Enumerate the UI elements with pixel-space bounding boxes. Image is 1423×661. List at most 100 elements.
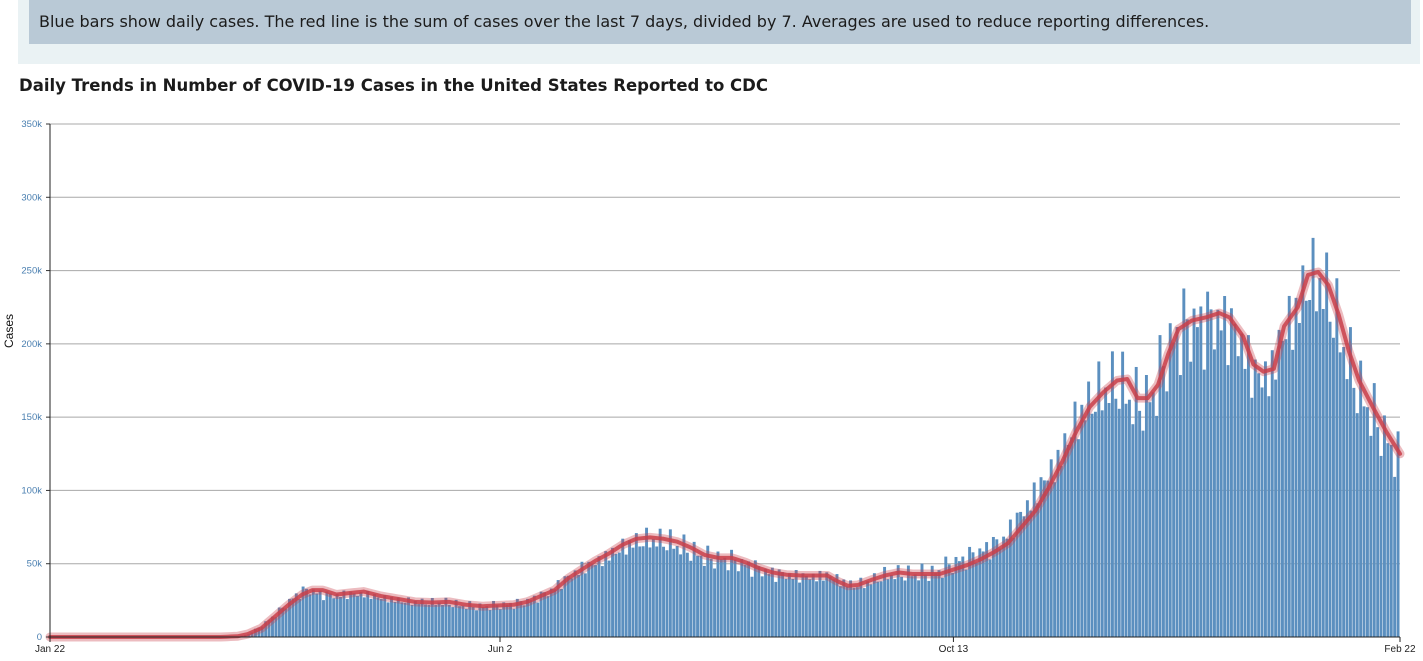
daily-case-bar bbox=[1093, 411, 1097, 637]
daily-case-bar bbox=[692, 541, 696, 637]
chart-title: Daily Trends in Number of COVID-19 Cases… bbox=[19, 76, 768, 95]
daily-case-bar bbox=[811, 573, 815, 637]
daily-case-bar bbox=[770, 567, 774, 637]
daily-case-bar bbox=[1066, 444, 1070, 637]
daily-case-bar bbox=[383, 595, 387, 637]
daily-case-bar bbox=[764, 569, 768, 637]
daily-case-bar bbox=[1189, 361, 1193, 637]
daily-case-bar bbox=[621, 538, 625, 637]
daily-case-bar bbox=[1301, 265, 1305, 637]
daily-case-bar bbox=[1314, 311, 1318, 637]
daily-case-bar bbox=[315, 593, 319, 637]
daily-case-bar bbox=[713, 568, 717, 637]
daily-case-bar bbox=[563, 576, 567, 637]
chart-note-panel: Blue bars show daily cases. The red line… bbox=[18, 0, 1420, 64]
daily-case-bar bbox=[424, 604, 427, 637]
daily-case-bar bbox=[937, 570, 941, 637]
daily-case-bar bbox=[1260, 387, 1264, 637]
daily-case-bar bbox=[1172, 342, 1176, 637]
y-tick-label: 0 bbox=[37, 632, 42, 643]
daily-case-bar bbox=[723, 557, 727, 637]
daily-case-bar bbox=[1059, 465, 1063, 637]
daily-case-bar bbox=[1257, 373, 1261, 637]
daily-case-bar bbox=[968, 546, 972, 637]
daily-case-bar bbox=[784, 578, 788, 637]
y-tick-label: 50k bbox=[27, 559, 43, 570]
daily-case-bar bbox=[1158, 335, 1162, 637]
daily-case-bar bbox=[1168, 323, 1172, 637]
daily-case-bar bbox=[1015, 512, 1019, 637]
daily-case-bar bbox=[250, 632, 254, 637]
daily-case-bar bbox=[1127, 399, 1131, 637]
daily-case-bar bbox=[1202, 369, 1206, 637]
daily-case-bar bbox=[951, 572, 955, 637]
daily-case-bar bbox=[1073, 401, 1077, 637]
daily-case-bar bbox=[787, 573, 791, 637]
daily-case-bar bbox=[464, 608, 468, 637]
daily-case-bar bbox=[947, 564, 951, 637]
daily-case-bar bbox=[543, 592, 546, 637]
daily-case-bar bbox=[1097, 361, 1101, 637]
daily-case-bar bbox=[1032, 482, 1036, 637]
daily-case-bar bbox=[927, 580, 931, 637]
daily-case-bar bbox=[1175, 327, 1179, 637]
daily-case-bar bbox=[801, 573, 805, 637]
daily-case-bar bbox=[451, 607, 455, 637]
daily-case-bar bbox=[638, 546, 642, 637]
daily-case-bar bbox=[917, 580, 921, 637]
daily-case-bar bbox=[573, 570, 577, 637]
daily-case-bar bbox=[369, 598, 373, 637]
daily-case-bar bbox=[277, 607, 281, 637]
daily-case-bar bbox=[991, 536, 995, 637]
daily-case-bar bbox=[662, 546, 666, 637]
daily-case-bar bbox=[1335, 278, 1339, 637]
daily-case-bar bbox=[335, 593, 339, 637]
daily-case-bar bbox=[1012, 537, 1016, 637]
daily-case-bar bbox=[607, 560, 611, 637]
daily-case-bar bbox=[1389, 444, 1393, 637]
daily-case-bar bbox=[407, 597, 410, 637]
daily-case-bar bbox=[471, 607, 475, 637]
daily-case-bar bbox=[611, 547, 614, 637]
daily-case-bar bbox=[985, 542, 989, 637]
daily-case-bar bbox=[478, 603, 482, 637]
daily-case-bar bbox=[481, 607, 485, 637]
daily-case-bar bbox=[709, 558, 713, 637]
daily-case-bar bbox=[1141, 430, 1145, 637]
daily-case-bar bbox=[600, 566, 604, 637]
daily-case-bar bbox=[689, 560, 693, 637]
daily-case-bar bbox=[281, 607, 285, 637]
daily-case-bar bbox=[1243, 368, 1247, 637]
daily-case-bar bbox=[753, 560, 757, 637]
daily-case-bar bbox=[410, 604, 414, 637]
daily-case-bar bbox=[498, 609, 502, 637]
daily-case-bar bbox=[1270, 350, 1274, 637]
daily-case-bar bbox=[726, 570, 730, 637]
daily-case-bar bbox=[1365, 407, 1369, 637]
seven-day-average-line bbox=[45, 267, 1405, 642]
daily-case-bar bbox=[515, 598, 519, 637]
daily-case-bar bbox=[1352, 387, 1356, 637]
daily-case-bar bbox=[420, 598, 424, 637]
daily-case-bar bbox=[808, 579, 812, 637]
daily-case-bar bbox=[634, 533, 638, 637]
daily-case-bar bbox=[1355, 413, 1359, 637]
chart-note-box: Blue bars show daily cases. The red line… bbox=[29, 0, 1411, 44]
daily-case-bar bbox=[1362, 406, 1366, 637]
daily-case-bar bbox=[862, 588, 866, 637]
daily-case-bar bbox=[437, 602, 441, 637]
y-tick-label: 350k bbox=[21, 119, 42, 130]
daily-case-bar bbox=[886, 579, 890, 637]
daily-case-bar bbox=[1131, 424, 1135, 637]
y-axis-label: Cases bbox=[2, 314, 16, 348]
daily-case-bar bbox=[893, 579, 897, 637]
daily-case-bar bbox=[1100, 410, 1104, 637]
daily-case-bar bbox=[1148, 402, 1152, 637]
daily-case-bar bbox=[379, 598, 383, 637]
daily-case-bar bbox=[264, 621, 268, 637]
daily-case-bar bbox=[1155, 415, 1159, 637]
daily-case-bar bbox=[1325, 252, 1329, 637]
daily-case-bar bbox=[1393, 476, 1397, 637]
daily-case-bar bbox=[835, 574, 839, 637]
